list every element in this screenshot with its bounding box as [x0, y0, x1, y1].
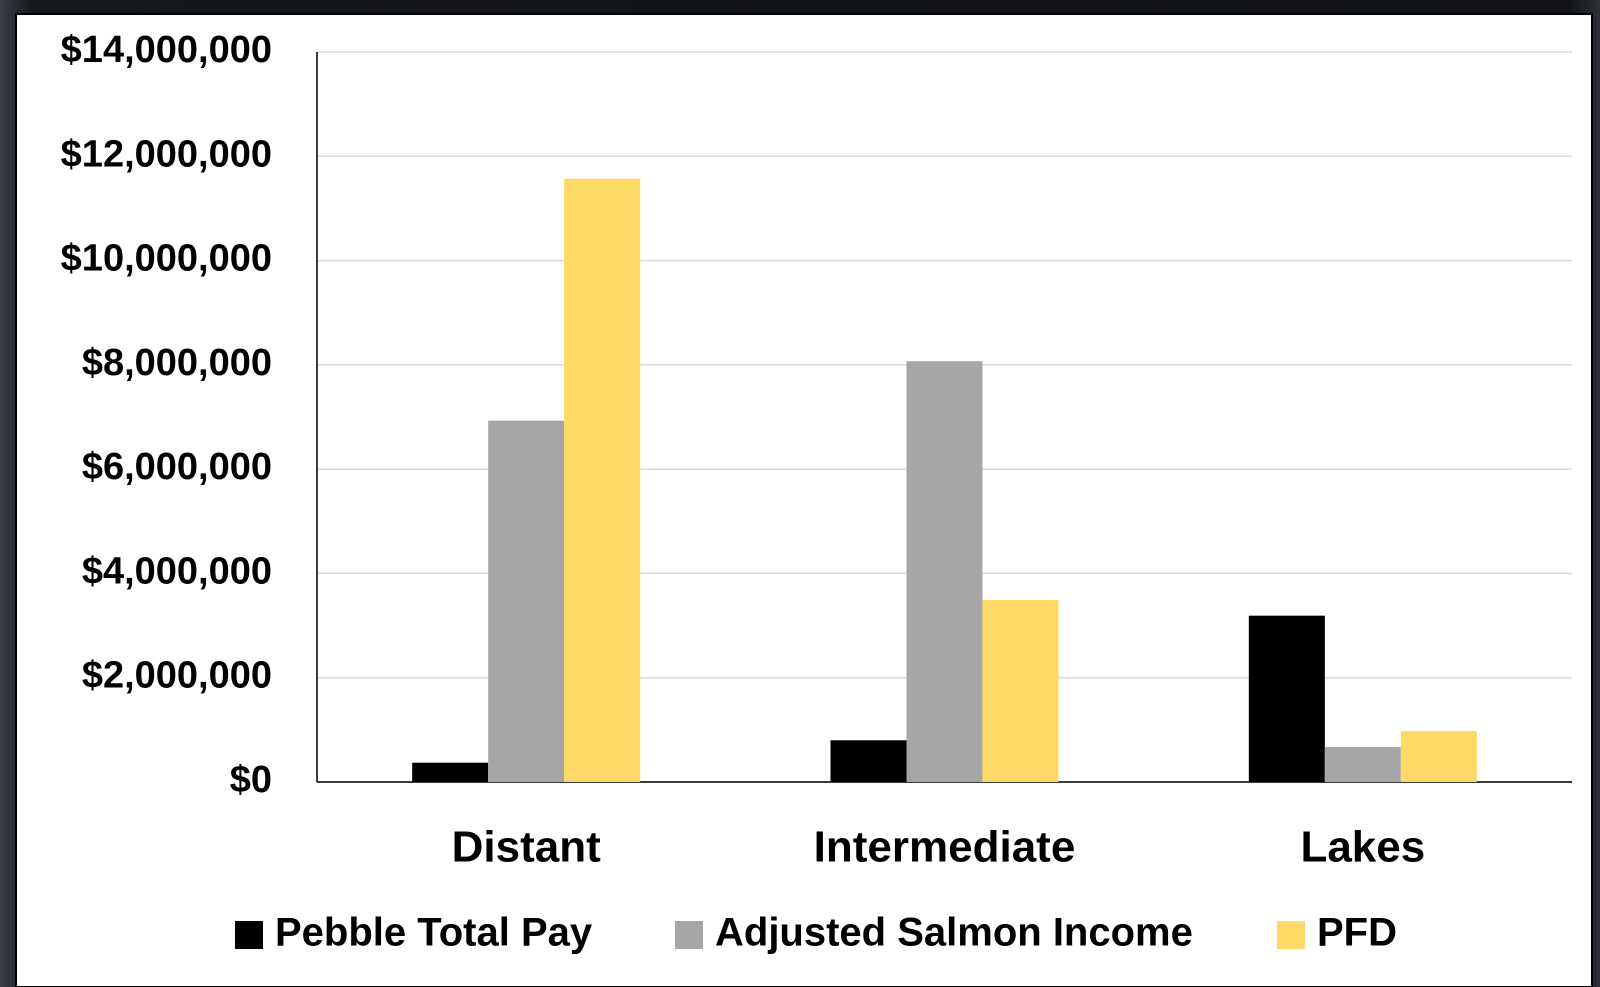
legend-swatch: [235, 921, 263, 949]
bar: [564, 178, 641, 782]
bar: [830, 740, 907, 782]
bar: [982, 600, 1059, 782]
bar: [488, 420, 565, 782]
bar: [1324, 747, 1401, 782]
y-tick-label: $12,000,000: [61, 133, 272, 175]
y-tick-label: $2,000,000: [82, 655, 272, 697]
y-tick-label: $8,000,000: [82, 342, 272, 384]
y-tick-label: $0: [230, 759, 272, 801]
bar: [1248, 615, 1325, 782]
y-tick-label: $10,000,000: [61, 238, 272, 280]
legend-label: PFD: [1317, 911, 1397, 955]
y-tick-label: $6,000,000: [82, 446, 272, 488]
bar: [412, 762, 489, 782]
x-tick-label: Intermediate: [814, 823, 1076, 872]
bar: [906, 361, 983, 782]
bar: [1400, 730, 1477, 782]
legend-label: Adjusted Salmon Income: [715, 911, 1193, 955]
y-tick-label: $4,000,000: [82, 550, 272, 592]
x-tick-label: Lakes: [1300, 823, 1425, 872]
legend-swatch: [1277, 921, 1305, 949]
x-tick-label: Distant: [452, 823, 601, 872]
legend-label: Pebble Total Pay: [275, 911, 593, 955]
y-tick-label: $14,000,000: [61, 29, 272, 71]
chart-panel: [15, 13, 1593, 987]
legend-swatch: [675, 921, 703, 949]
